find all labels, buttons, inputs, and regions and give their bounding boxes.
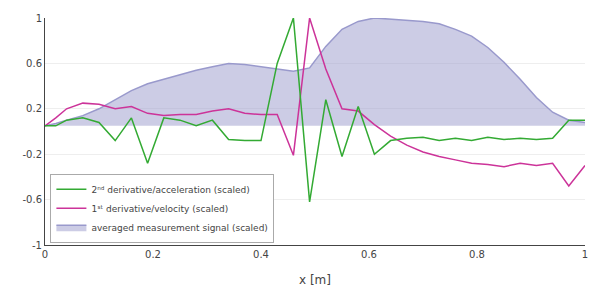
svg-text:-1: -1: [32, 240, 42, 251]
svg-text:-0.2: -0.2: [22, 149, 42, 160]
svg-text:x [m]: x [m]: [299, 273, 331, 287]
svg-text:2ⁿᵈ derivative/acceleration (s: 2ⁿᵈ derivative/acceleration (scaled): [91, 185, 249, 195]
svg-text:0.2: 0.2: [145, 249, 161, 260]
svg-text:0.4: 0.4: [253, 249, 269, 260]
svg-text:0: 0: [42, 249, 48, 260]
svg-text:averaged measurement signal (s: averaged measurement signal (scaled): [91, 223, 267, 233]
svg-text:-0.6: -0.6: [22, 194, 42, 205]
svg-text:1: 1: [582, 249, 588, 260]
svg-text:0.2: 0.2: [26, 103, 42, 114]
svg-text:1ˢᵗ derivative/velocity (scale: 1ˢᵗ derivative/velocity (scaled): [91, 204, 228, 214]
svg-text:1: 1: [36, 13, 42, 24]
svg-text:0.6: 0.6: [26, 58, 42, 69]
svg-text:0.6: 0.6: [361, 249, 377, 260]
svg-text:0.8: 0.8: [469, 249, 485, 260]
